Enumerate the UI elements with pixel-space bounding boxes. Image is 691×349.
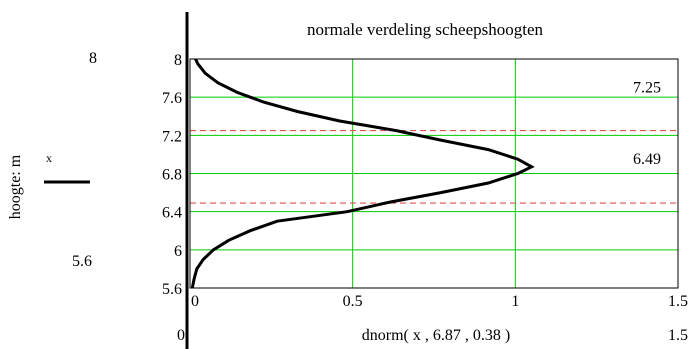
reference-label: 7.25 — [633, 80, 661, 97]
y-tick-label: 7.2 — [162, 128, 182, 145]
x-tick-label: 1 — [511, 293, 519, 310]
y-tick-label: 7.6 — [162, 90, 182, 107]
x-tick-label: 0.5 — [343, 293, 363, 310]
reference-labels: 7.25 6.49 — [633, 80, 661, 169]
x-tick-label: 1.5 — [668, 293, 688, 310]
reference-lines — [190, 129, 678, 204]
reference-label: 6.49 — [633, 151, 661, 168]
chart-title: normale verdeling scheepshoogten — [307, 20, 544, 39]
plot-frame — [189, 58, 679, 289]
x-tick-labels: 0 0.5 1 1.5 — [191, 293, 688, 310]
grid-lines — [189, 58, 679, 289]
y-tick-label: 6.4 — [162, 205, 182, 222]
y-tick-label: 6.8 — [162, 167, 182, 184]
y-tick-label: 6 — [174, 243, 182, 260]
y-tick-label: 5.6 — [162, 281, 182, 298]
y-axis-label: hoogte: m — [7, 154, 24, 219]
x-tick-label: 0 — [191, 293, 199, 310]
y-axis-min-label: 5.6 — [72, 253, 92, 270]
legend-label: x — [46, 151, 52, 165]
density-curve — [190, 58, 535, 289]
x-axis-min-label: 0 — [177, 327, 185, 344]
y-tick-labels: 5.6 6 6.4 6.8 7.2 7.6 8 — [162, 52, 182, 298]
x-axis-max-label: 1.5 — [668, 327, 688, 344]
x-axis-label: dnorm( x , 6.87 , 0.38 ) — [362, 327, 510, 344]
y-tick-label: 8 — [174, 52, 182, 69]
y-axis-max-label: 8 — [89, 50, 97, 67]
